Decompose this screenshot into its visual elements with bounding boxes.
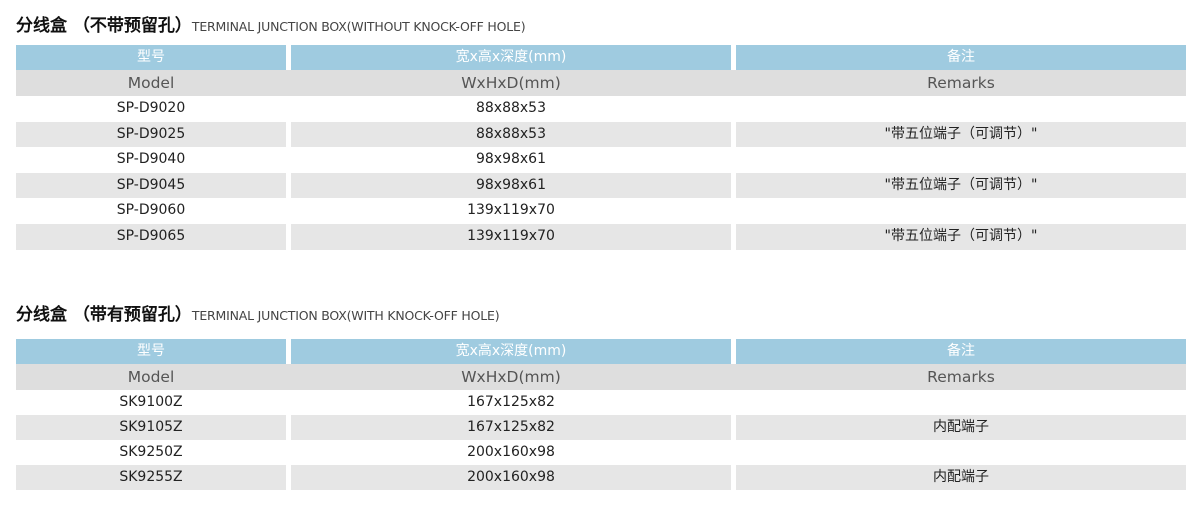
size-cell: 200x160x98: [291, 465, 731, 490]
model-cell: SP-D9065: [16, 223, 286, 250]
remarks-cell: [736, 198, 1186, 224]
header-remarks-cn: 备注: [736, 339, 1186, 364]
table-header-en: Model WxHxD(mm) Remarks: [16, 70, 1186, 96]
size-cell: 139x119x70: [291, 223, 731, 250]
table-header-cn: 型号 宽x高x深度(mm) 备注: [16, 45, 1186, 70]
table-header-en: Model WxHxD(mm) Remarks: [16, 364, 1186, 390]
table-row: SP-D9045 98x98x61 "带五位端子（可调节）": [16, 172, 1186, 199]
table-row: SP-D9025 88x88x53 "带五位端子（可调节）": [16, 121, 1186, 148]
table-row: SP-D9040 98x98x61: [16, 147, 1186, 173]
remarks-cell: [736, 96, 1186, 122]
model-cell: SK9250Z: [119, 444, 183, 460]
remarks-cell: [736, 440, 1186, 465]
section-title-cn: 分线盒 （不带预留孔）: [16, 16, 192, 36]
table-row: SK9105Z 167x125x82 内配端子: [16, 415, 1186, 440]
model-cell: SK9100Z: [119, 394, 183, 410]
size-cell: 98x98x61: [291, 172, 731, 199]
model-cell: SK9105Z: [16, 415, 286, 440]
remarks-cell: "带五位端子（可调节）": [736, 121, 1186, 148]
model-cell: SP-D9060: [116, 202, 186, 219]
table-row: SP-D9060 139x119x70: [16, 198, 1186, 224]
model-cell: SP-D9045: [16, 172, 286, 199]
size-cell: 200x160x98: [467, 444, 555, 460]
junction-box-table-without-hole: 型号 宽x高x深度(mm) 备注 Model WxHxD(mm) Remarks…: [16, 45, 1186, 250]
remarks-cell: 内配端子: [736, 465, 1186, 490]
header-size-en: WxHxD(mm): [286, 364, 731, 390]
remarks-cell: "带五位端子（可调节）": [736, 223, 1186, 250]
header-model-cn: 型号: [16, 339, 286, 364]
table-row: SP-D9020 88x88x53: [16, 96, 1186, 122]
header-model-cn: 型号: [16, 45, 286, 70]
size-cell: 98x98x61: [475, 151, 546, 168]
section-title-cn: 分线盒 （带有预留孔）: [16, 305, 192, 325]
table-row: SK9100Z 167x125x82: [16, 390, 1186, 415]
header-size-cn: 宽x高x深度(mm): [291, 45, 731, 70]
model-cell: SK9255Z: [16, 465, 286, 490]
header-remarks-en: Remarks: [731, 70, 1186, 96]
section-title-en: TERMINAL JUNCTION BOX(WITH KNOCK-OFF HOL…: [191, 308, 500, 323]
remarks-cell: 内配端子: [736, 415, 1186, 440]
size-cell: 139x119x70: [467, 202, 555, 219]
model-cell: SP-D9040: [116, 151, 186, 168]
table-row: SK9250Z 200x160x98: [16, 440, 1186, 465]
section-title-en: TERMINAL JUNCTION BOX(WITHOUT KNOCK-OFF …: [191, 19, 526, 34]
model-cell: SP-D9020: [116, 100, 186, 116]
model-cell: SP-D9025: [16, 121, 286, 148]
section-title-without-hole: 分线盒 （不带预留孔）TERMINAL JUNCTION BOX(WITHOUT…: [16, 14, 526, 38]
header-size-cn: 宽x高x深度(mm): [291, 339, 731, 364]
table-header-cn: 型号 宽x高x深度(mm) 备注: [16, 339, 1186, 364]
size-cell: 167x125x82: [467, 394, 555, 410]
size-cell: 167x125x82: [291, 415, 731, 440]
header-remarks-en: Remarks: [731, 364, 1186, 390]
table-row: SP-D9065 139x119x70 "带五位端子（可调节）": [16, 223, 1186, 250]
size-cell: 88x88x53: [291, 121, 731, 148]
header-model-en: Model: [16, 70, 286, 96]
remarks-cell: [736, 390, 1186, 415]
junction-box-table-with-hole: 型号 宽x高x深度(mm) 备注 Model WxHxD(mm) Remarks…: [16, 339, 1186, 490]
section-title-with-hole: 分线盒 （带有预留孔）TERMINAL JUNCTION BOX(WITH KN…: [16, 303, 500, 327]
table-row: SK9255Z 200x160x98 内配端子: [16, 465, 1186, 490]
remarks-cell: "带五位端子（可调节）": [736, 172, 1186, 199]
header-model-en: Model: [16, 364, 286, 390]
size-cell: 88x88x53: [475, 100, 546, 116]
header-remarks-cn: 备注: [736, 45, 1186, 70]
header-size-en: WxHxD(mm): [286, 70, 731, 96]
remarks-cell: [736, 147, 1186, 173]
